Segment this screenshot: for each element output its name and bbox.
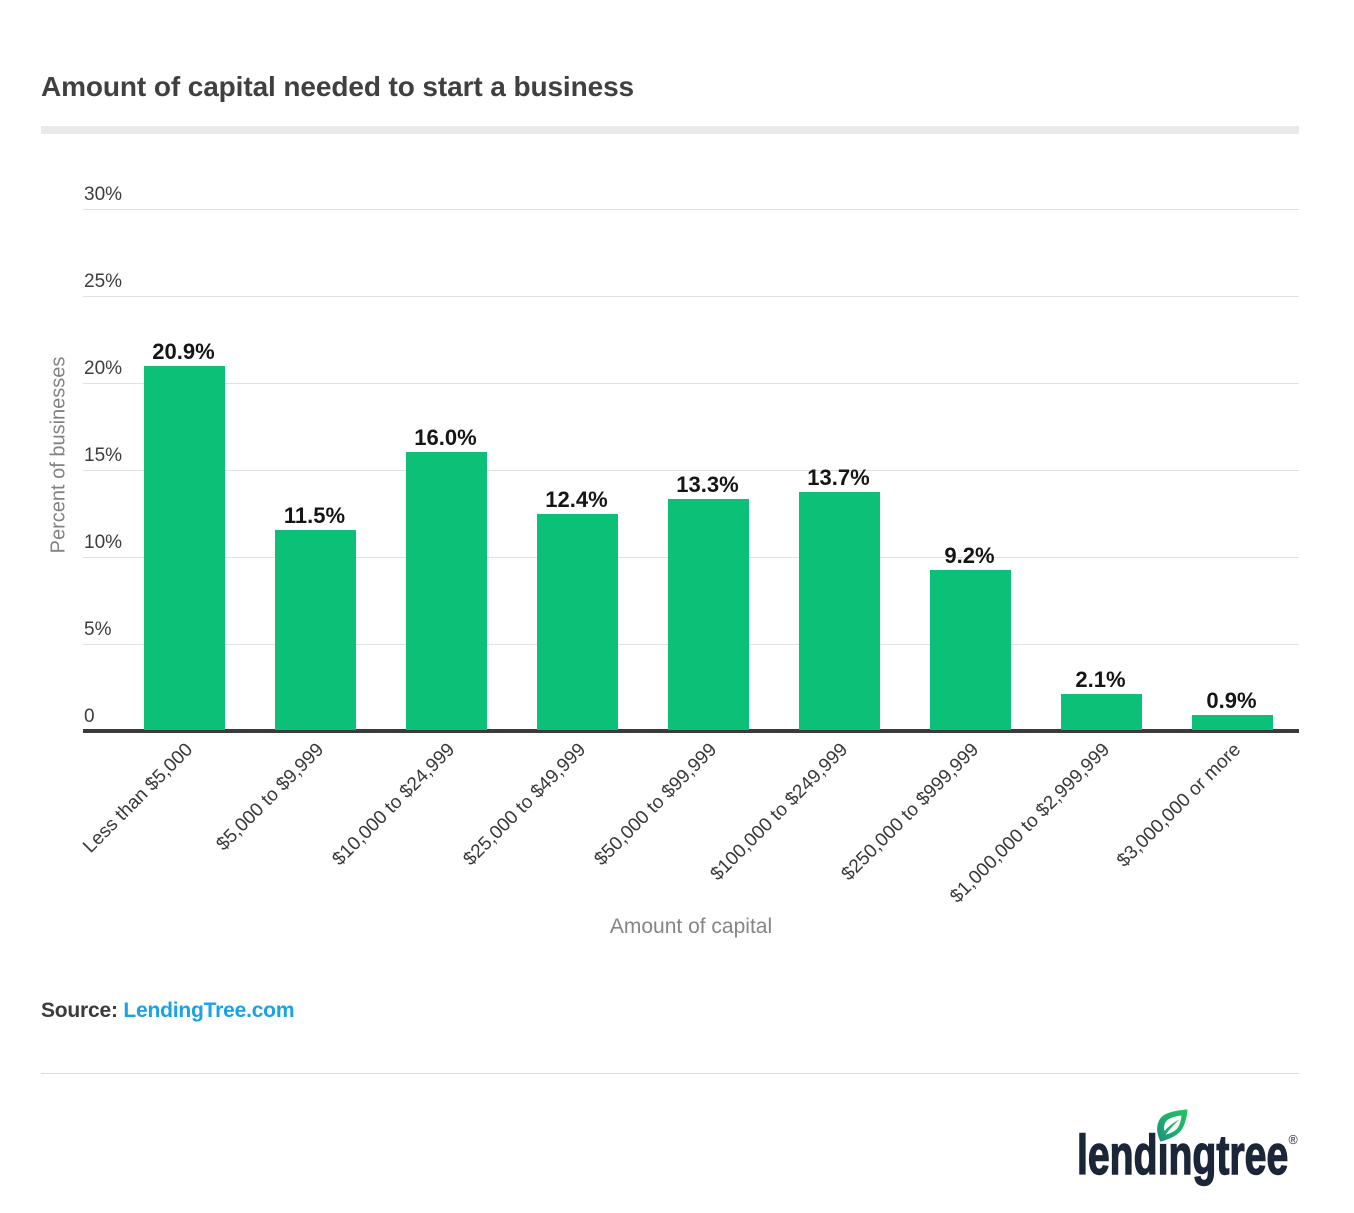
svg-text:lendıngtree: lendıngtree: [1077, 1124, 1288, 1187]
svg-text:®: ®: [1289, 1133, 1299, 1147]
